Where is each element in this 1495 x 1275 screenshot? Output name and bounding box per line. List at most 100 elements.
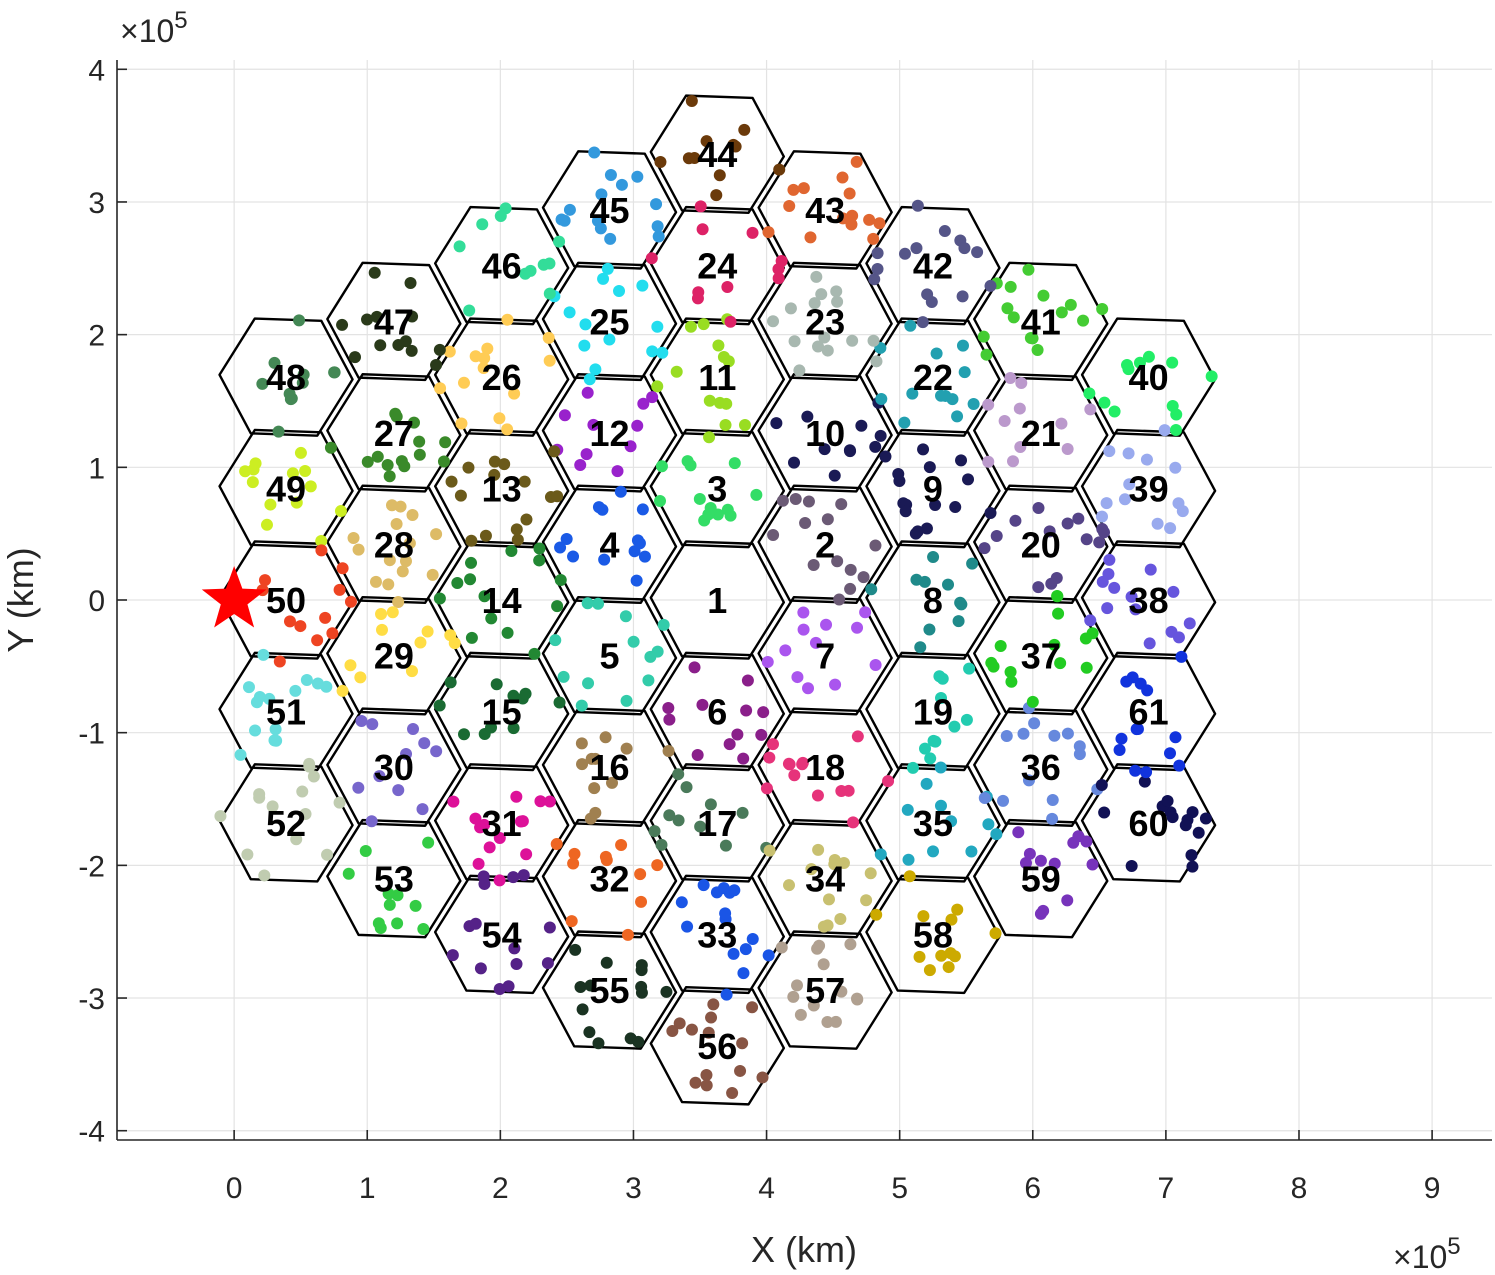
user-point-cell-49 (260, 518, 273, 531)
user-point-cell-25 (578, 339, 591, 352)
user-point-cell-8 (918, 575, 931, 588)
user-point-cell-26 (469, 350, 482, 363)
user-point-cell-5 (557, 670, 570, 683)
user-point-cell-51 (242, 681, 255, 694)
user-point-cell-6 (731, 728, 744, 741)
user-point-cell-59 (1012, 826, 1025, 839)
hexagon-cell-59 (973, 818, 1109, 939)
user-point-cell-45 (555, 213, 568, 226)
user-point-cell-37 (1026, 695, 1039, 708)
user-point-cell-25 (603, 333, 616, 346)
user-point-cell-17 (704, 798, 717, 811)
user-point-cell-26 (457, 376, 470, 389)
user-point-cell-55 (600, 956, 613, 969)
user-point-cell-9 (899, 505, 912, 518)
user-point-cell-61 (1140, 766, 1153, 779)
user-point-cell-36 (978, 792, 991, 805)
hexagon-cell-45 (541, 150, 678, 270)
user-point-cell-26 (543, 354, 556, 367)
user-point-cell-36 (1073, 740, 1086, 753)
user-point-cell-54 (517, 869, 530, 882)
user-point-cell-13 (520, 513, 533, 526)
user-point-cell-18 (847, 816, 860, 829)
user-point-cell-49 (290, 496, 303, 509)
user-point-cell-30 (352, 781, 365, 794)
user-point-cell-43 (873, 217, 886, 230)
user-point-cell-45 (631, 170, 644, 183)
user-point-cell-47 (404, 276, 417, 289)
user-point-cell-34 (812, 843, 825, 856)
user-point-cell-29 (405, 665, 418, 678)
user-point-cell-4 (628, 545, 641, 558)
user-point-cell-52 (258, 869, 271, 882)
user-point-cell-43 (845, 218, 858, 231)
user-point-cell-36 (1061, 727, 1074, 740)
y-exponent-power: 5 (174, 7, 187, 34)
user-point-cell-35 (982, 818, 995, 831)
user-point-cell-23 (788, 335, 801, 348)
x-tick-label: 3 (625, 1172, 642, 1205)
user-point-cell-54 (477, 870, 490, 883)
user-point-cell-58 (935, 949, 948, 962)
user-point-cell-30 (366, 718, 379, 731)
user-point-cell-6 (691, 748, 704, 761)
user-point-cell-32 (621, 928, 634, 941)
user-point-cell-20 (1032, 581, 1045, 594)
user-point-cell-6 (723, 738, 736, 751)
user-point-cell-47 (348, 351, 361, 364)
user-point-cell-12 (580, 448, 593, 461)
cell-label-19: 19 (913, 691, 953, 732)
hexagon-cell-51 (218, 651, 354, 772)
user-point-cell-46 (553, 235, 566, 248)
user-point-cell-59 (1048, 857, 1061, 870)
x-exponent-base: ×10 (1393, 1239, 1447, 1275)
user-point-cell-26 (501, 313, 514, 326)
user-point-cell-56 (702, 1026, 715, 1039)
user-point-cell-42 (938, 225, 951, 238)
user-point-cell-50 (294, 620, 307, 633)
user-point-cell-41 (1007, 311, 1020, 324)
user-point-cell-12 (587, 418, 600, 431)
user-point-cell-45 (651, 220, 664, 233)
user-point-cell-19 (935, 691, 948, 704)
user-point-cell-29 (375, 623, 388, 636)
user-point-cell-47 (368, 266, 381, 279)
user-point-cell-2 (835, 498, 848, 511)
user-point-cell-55 (574, 981, 587, 994)
user-point-cell-36 (1017, 727, 1030, 740)
user-point-cell-18 (763, 751, 776, 764)
user-point-cell-43 (787, 183, 800, 196)
user-point-cell-43 (797, 182, 810, 195)
hexagon-cell-47 (326, 261, 462, 382)
user-point-cell-25 (636, 279, 649, 292)
cell-label-16: 16 (589, 747, 629, 788)
cell-label-47: 47 (374, 301, 414, 342)
user-point-cell-15 (553, 696, 566, 709)
user-point-cell-22 (956, 339, 969, 352)
user-point-cell-25 (589, 363, 602, 376)
user-point-cell-47 (370, 310, 383, 323)
user-point-cell-26 (508, 387, 521, 400)
cell-label-4: 4 (599, 524, 619, 565)
user-point-cell-28 (383, 554, 396, 567)
user-point-cell-5 (575, 699, 588, 712)
user-point-cell-14 (554, 573, 567, 586)
user-point-cell-36 (997, 794, 1010, 807)
user-point-cell-61 (1173, 759, 1186, 772)
user-point-cell-2 (807, 558, 820, 571)
user-point-cell-45 (650, 198, 663, 211)
user-point-cell-2 (821, 513, 834, 526)
user-point-cell-42 (956, 290, 969, 303)
user-point-cell-21 (1013, 402, 1026, 415)
user-point-cell-38 (1143, 637, 1156, 650)
user-point-cell-35 (945, 815, 958, 828)
user-point-cell-33 (762, 949, 775, 962)
cell-label-38: 38 (1129, 580, 1169, 621)
user-point-cell-18 (783, 758, 796, 771)
user-point-cell-56 (707, 998, 720, 1011)
user-point-cell-35 (990, 828, 1003, 841)
user-point-cell-56 (736, 1037, 749, 1050)
user-point-cell-13 (465, 534, 478, 547)
user-point-cell-10 (879, 450, 892, 463)
user-point-cell-58 (903, 870, 916, 883)
